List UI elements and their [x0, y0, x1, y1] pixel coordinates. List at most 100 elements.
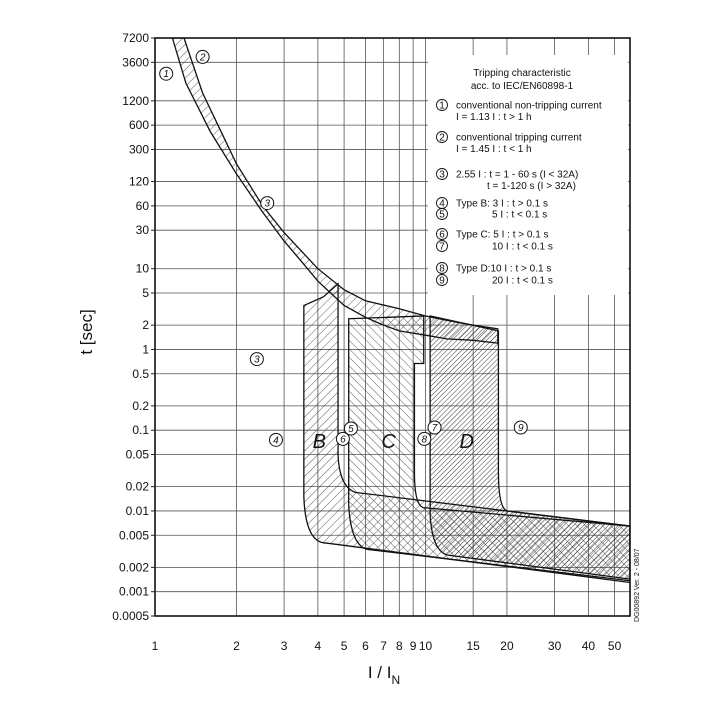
legend-num-circle: [436, 274, 448, 286]
band-label-d: D: [459, 431, 473, 453]
legend-line1: 10 I : t < 0.1 s: [492, 242, 553, 253]
legend-title: Tripping characteristic: [473, 68, 570, 79]
y-tick-label: 1200: [122, 94, 149, 108]
marker-label: 3: [254, 355, 260, 366]
y-tick-label: 2: [142, 318, 149, 332]
band-c: [348, 315, 630, 582]
legend-num-circle: [436, 262, 448, 274]
y-tick-label: 0.05: [126, 448, 150, 462]
y-tick-label: 0.02: [126, 480, 150, 494]
marker-circle: [513, 420, 528, 435]
y-tick-label: 0.005: [119, 528, 149, 542]
y-tick-label: 30: [136, 223, 150, 237]
y-tick-label: 5: [142, 286, 149, 300]
y-tick-label: 0.002: [119, 560, 149, 574]
marker-circle: [417, 431, 432, 446]
legend-line1: Type B: 3 I : t > 0.1 s: [456, 199, 548, 210]
x-tick-label: 6: [362, 639, 369, 653]
legend-num-circle: [436, 99, 448, 111]
x-tick-label: 50: [608, 639, 622, 653]
legend-line2: I = 1.13 I : t > 1 h: [456, 112, 532, 123]
x-tick-label: 40: [582, 639, 596, 653]
marker-label: 3: [264, 199, 270, 210]
y-tick-label: 3600: [122, 55, 149, 69]
marker-circle: [260, 196, 275, 211]
legend-line2: I = 1.45 I : t < 1 h: [456, 144, 532, 155]
legend-subtitle: acc. to IEC/EN60898-1: [471, 81, 574, 92]
x-tick-label: 3: [281, 639, 288, 653]
x-tick-labels: 1 2 3 4 5 6 7 8 9 10 15 20 30 40 50: [152, 639, 622, 653]
y-tick-label: 7200: [122, 31, 149, 45]
legend-line1: conventional tripping current: [456, 133, 582, 144]
x-tick-label: 4: [315, 639, 322, 653]
legend-line1: conventional non-tripping current: [456, 101, 602, 112]
legend-num-circle: [436, 208, 448, 220]
marker-circle: [249, 352, 264, 367]
band-d: [429, 315, 630, 580]
y-tick-label: 1: [142, 342, 149, 356]
legend-line1: 2.55 I : t = 1 - 60 s (I < 32A): [456, 170, 578, 181]
marker-label: 1: [163, 69, 169, 80]
bands-layer: B C D: [171, 38, 630, 584]
x-tick-label: 10: [419, 639, 433, 653]
band-label-b: B: [313, 431, 326, 453]
y-tick-label: 60: [136, 199, 150, 213]
marker-label: 6: [340, 434, 346, 445]
marker-circle: [159, 66, 174, 81]
x-tick-label: 1: [152, 639, 159, 653]
x-tick-label: 20: [500, 639, 514, 653]
marker-label: 4: [273, 435, 279, 446]
x-axis-label-sub: N: [391, 673, 400, 687]
marker-circle: [427, 420, 442, 435]
legend-line1: Type D:10 I : t > 0.1 s: [456, 264, 551, 275]
legend-num-circle: [436, 228, 448, 240]
legend-num: 7: [439, 242, 445, 253]
y-tick-labels: 0.0005 0.001 0.002 0.005 0.01 0.02 0.05 0.1 0.2 0…: [112, 31, 155, 623]
y-tick-label: 0.0005: [112, 609, 149, 623]
y-tick-label: 0.01: [126, 504, 150, 518]
x-tick-label: 30: [548, 639, 562, 653]
y-axis-label: t [sec]: [77, 309, 96, 354]
x-tick-label: 9: [410, 639, 417, 653]
plot-frame: [154, 37, 631, 617]
legend-num: 3: [439, 170, 445, 181]
side-note: DG00892 Ver. 2 - 08/07: [634, 548, 641, 622]
y-tick-label: 600: [129, 118, 149, 132]
legend-num-circle: [436, 168, 448, 180]
x-tick-label: 15: [466, 639, 480, 653]
legend-num: 1: [439, 101, 445, 112]
x-axis-label-main: I / I: [368, 663, 392, 682]
y-tick-label: 0.1: [132, 423, 149, 437]
legend-num: 8: [439, 264, 445, 275]
legend-num: 5: [439, 210, 445, 221]
y-tick-label: 120: [129, 175, 149, 189]
legend-box: [428, 55, 628, 295]
y-tick-label: 0.001: [119, 585, 149, 599]
marker-circle: [335, 431, 350, 446]
legend: Tripping characteristic acc. to IEC/EN60…: [428, 55, 628, 295]
plot-border: [154, 37, 631, 617]
legend-num: 9: [439, 276, 445, 287]
legend-num: 6: [439, 230, 445, 241]
x-tick-label: 8: [396, 639, 403, 653]
marker-circle: [195, 49, 210, 64]
legend-num: 2: [439, 133, 445, 144]
y-tick-label: 300: [129, 142, 149, 156]
band-label-c: C: [381, 431, 396, 453]
marker-circle: [268, 432, 283, 447]
legend-line1: Type C: 5 I : t > 0.1 s: [456, 230, 549, 241]
marker-circle: [343, 421, 358, 436]
legend-num-circle: [436, 240, 448, 252]
marker-label: 7: [432, 423, 438, 434]
y-tick-label: 0.5: [132, 367, 149, 381]
y-tick-label: 10: [136, 262, 150, 276]
legend-num-circle: [436, 131, 448, 143]
marker-label: 8: [422, 434, 428, 445]
x-axis-label: I / IN: [368, 663, 400, 687]
legend-line1: 5 I : t < 0.1 s: [492, 210, 547, 221]
legend-num: 4: [439, 199, 445, 210]
x-tick-label: 2: [233, 639, 240, 653]
